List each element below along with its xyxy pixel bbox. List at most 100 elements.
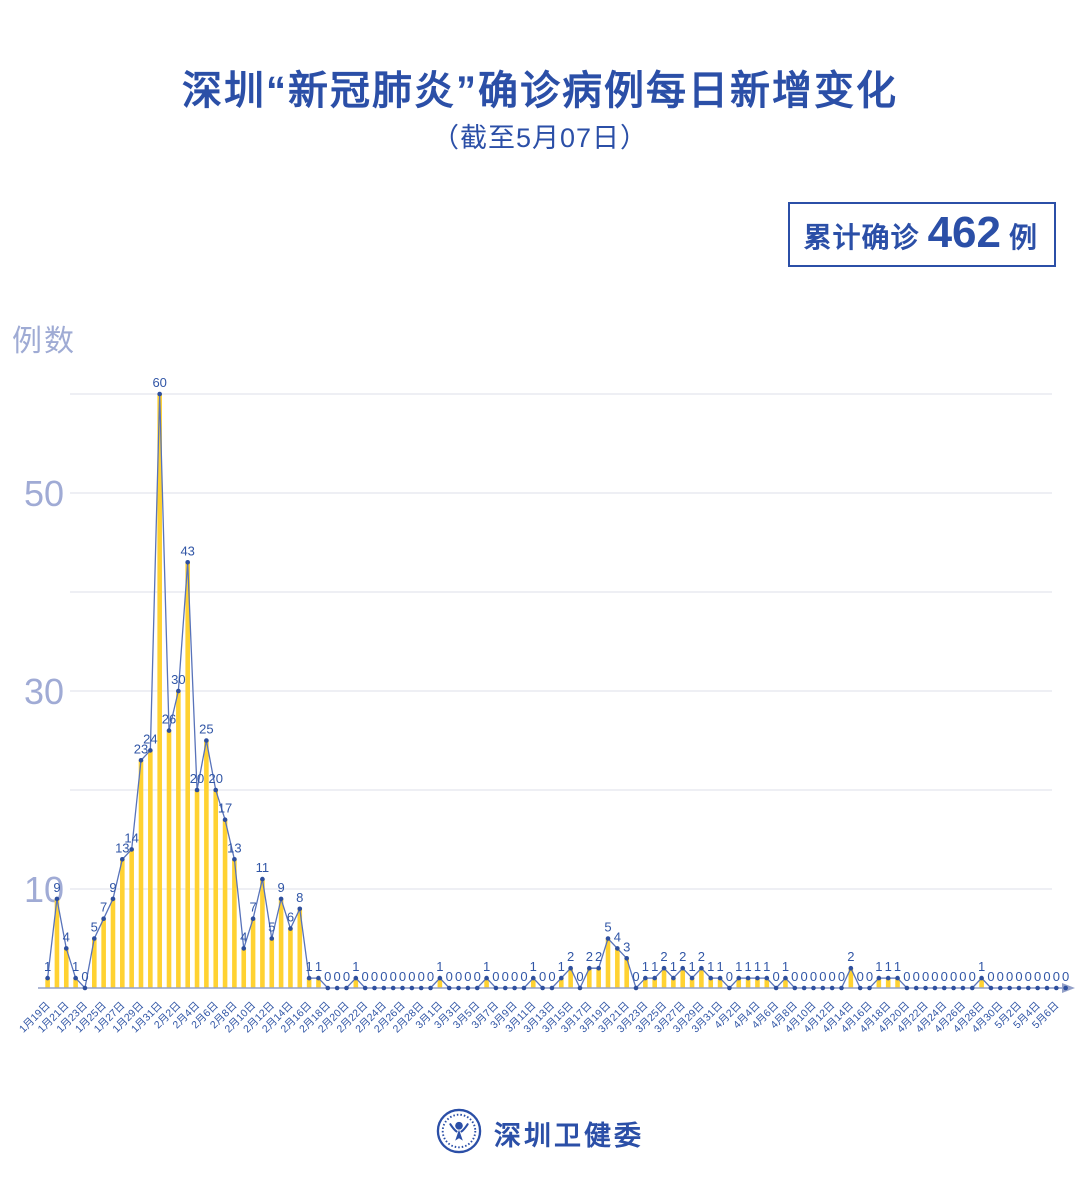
value-label: 5 (604, 920, 611, 935)
data-point (260, 876, 265, 882)
page-subtitle: （截至5月07日） (431, 123, 649, 153)
bar (260, 879, 265, 988)
value-label: 2 (679, 949, 686, 964)
value-label: 7 (100, 900, 107, 915)
value-label: 0 (548, 969, 555, 984)
bar (148, 750, 153, 988)
bar (63, 948, 69, 988)
data-point (783, 975, 788, 981)
bar (222, 819, 228, 988)
data-point (325, 985, 331, 991)
value-label: 9 (277, 880, 284, 895)
data-point (381, 985, 387, 991)
value-label: 0 (931, 969, 938, 984)
value-label: 2 (567, 949, 574, 964)
value-label: 14 (124, 830, 138, 845)
data-point (969, 985, 975, 991)
data-point (708, 975, 714, 981)
bar (101, 918, 106, 988)
value-label: 0 (464, 969, 471, 984)
value-label: 1 (651, 959, 658, 974)
page-title: 深圳“新冠肺炎”确诊病例每日新增变化 (182, 69, 898, 113)
value-label: 9 (53, 880, 60, 895)
value-label: 0 (1034, 969, 1041, 984)
value-label: 5 (268, 920, 275, 935)
data-point (502, 985, 508, 991)
value-label: 2 (595, 949, 602, 964)
data-point (138, 758, 144, 763)
data-point (951, 985, 956, 991)
data-point (418, 985, 424, 991)
data-point (960, 985, 966, 991)
value-label: 0 (576, 969, 583, 984)
value-label: 0 (1053, 969, 1060, 984)
data-point (110, 896, 116, 902)
value-label: 0 (539, 969, 546, 984)
data-point (605, 936, 611, 941)
value-label: 0 (969, 969, 976, 984)
value-label: 13 (227, 840, 241, 855)
data-point (530, 975, 536, 981)
badge-unit-label: 例 (1008, 222, 1038, 253)
value-label: 0 (791, 969, 798, 984)
data-point (45, 975, 50, 981)
bar (232, 859, 237, 988)
bar (783, 978, 788, 988)
y-tick-label: 50 (24, 473, 64, 514)
data-point (923, 985, 928, 991)
data-point (568, 965, 573, 971)
data-point (643, 975, 648, 981)
data-point (736, 975, 742, 981)
data-point (792, 985, 798, 991)
value-label: 1 (642, 959, 649, 974)
value-label: 1 (530, 959, 537, 974)
value-label: 4 (240, 929, 247, 944)
value-label: 0 (408, 969, 415, 984)
bar (54, 898, 60, 988)
bar (745, 978, 751, 988)
data-point (250, 916, 256, 921)
data-point (727, 985, 732, 991)
data-point (848, 965, 854, 971)
value-label: 0 (427, 969, 434, 984)
value-label: 0 (829, 969, 836, 984)
data-point (82, 985, 88, 991)
data-point (596, 965, 601, 971)
data-point (680, 965, 686, 971)
data-point (437, 975, 443, 981)
data-point (1026, 985, 1031, 991)
value-label: 1 (558, 959, 565, 974)
value-label: 0 (511, 969, 518, 984)
value-label: 0 (390, 969, 397, 984)
bar (587, 968, 592, 988)
bar (297, 908, 303, 988)
bar (241, 948, 247, 988)
bar (278, 898, 284, 988)
bar (755, 978, 760, 988)
bar (250, 918, 256, 988)
data-point (54, 896, 60, 902)
data-point (148, 748, 153, 753)
data-point (997, 985, 1003, 991)
value-label: 2 (847, 949, 854, 964)
value-label: 0 (455, 969, 462, 984)
value-label: 0 (838, 969, 845, 984)
data-point (979, 975, 984, 981)
value-label: 0 (492, 969, 499, 984)
data-point (895, 975, 900, 981)
bar (157, 394, 162, 988)
data-point (484, 975, 489, 981)
bar (643, 978, 648, 988)
bar (110, 898, 116, 988)
bar (138, 760, 144, 988)
value-label: 1 (483, 959, 490, 974)
data-point (63, 946, 69, 951)
value-label: 20 (190, 771, 204, 786)
bar (671, 978, 676, 988)
value-label: 0 (941, 969, 948, 984)
bar (717, 978, 723, 988)
data-point (699, 965, 704, 971)
value-label: 0 (987, 969, 994, 984)
bar (568, 968, 573, 988)
data-point (932, 985, 938, 991)
